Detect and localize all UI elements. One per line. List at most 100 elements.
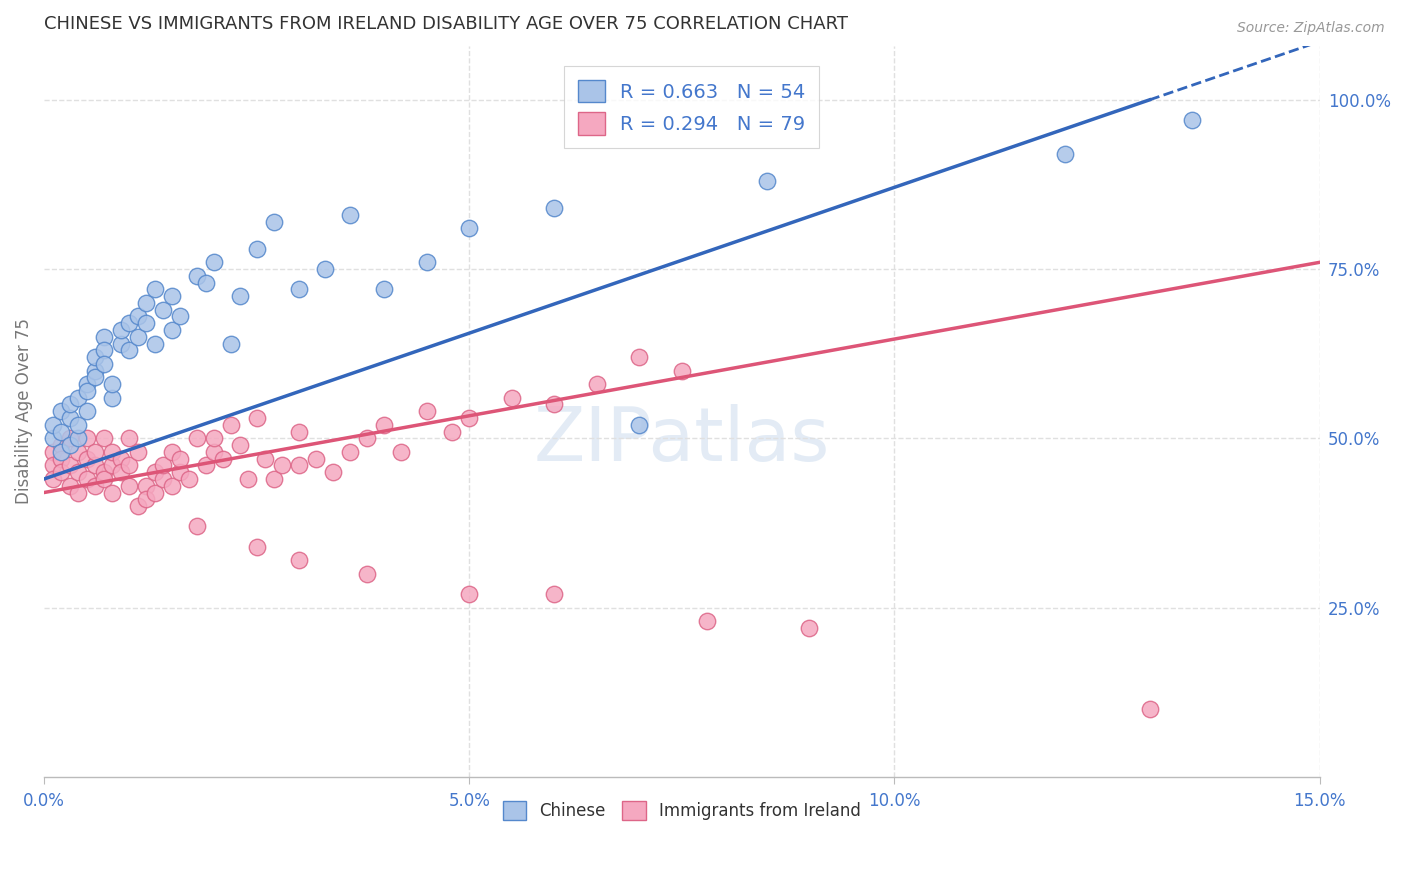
Point xyxy=(373,417,395,432)
Point xyxy=(1053,147,1076,161)
Point xyxy=(389,445,412,459)
Point xyxy=(67,465,90,479)
Point xyxy=(543,587,565,601)
Point xyxy=(93,330,115,344)
Point xyxy=(416,255,439,269)
Point xyxy=(143,465,166,479)
Point xyxy=(696,614,718,628)
Point xyxy=(339,445,361,459)
Point xyxy=(186,268,208,283)
Point xyxy=(202,431,225,445)
Point xyxy=(84,479,107,493)
Point xyxy=(228,438,250,452)
Point xyxy=(76,384,98,398)
Point xyxy=(93,465,115,479)
Point xyxy=(76,431,98,445)
Point xyxy=(263,472,285,486)
Point xyxy=(628,350,651,364)
Point xyxy=(152,302,174,317)
Point xyxy=(118,458,141,473)
Point xyxy=(160,323,183,337)
Point xyxy=(59,397,82,411)
Point xyxy=(228,289,250,303)
Point xyxy=(135,492,157,507)
Point xyxy=(501,391,523,405)
Point xyxy=(799,621,821,635)
Point xyxy=(246,411,269,425)
Point xyxy=(41,458,63,473)
Point xyxy=(322,465,344,479)
Point xyxy=(152,458,174,473)
Point xyxy=(76,451,98,466)
Point xyxy=(84,350,107,364)
Point xyxy=(1181,113,1204,128)
Point xyxy=(84,458,107,473)
Point xyxy=(110,451,132,466)
Point xyxy=(135,316,157,330)
Point xyxy=(628,417,651,432)
Point xyxy=(135,296,157,310)
Point xyxy=(135,479,157,493)
Point xyxy=(458,221,481,235)
Point xyxy=(49,445,72,459)
Point xyxy=(118,316,141,330)
Point xyxy=(169,310,191,324)
Point xyxy=(101,485,124,500)
Point xyxy=(339,208,361,222)
Point xyxy=(288,282,311,296)
Point xyxy=(263,215,285,229)
Point xyxy=(288,553,311,567)
Point xyxy=(49,451,72,466)
Point xyxy=(458,587,481,601)
Text: Source: ZipAtlas.com: Source: ZipAtlas.com xyxy=(1237,21,1385,35)
Point xyxy=(41,417,63,432)
Point xyxy=(288,425,311,439)
Point xyxy=(84,364,107,378)
Point xyxy=(41,472,63,486)
Point xyxy=(84,445,107,459)
Point xyxy=(110,336,132,351)
Point xyxy=(177,472,200,486)
Point xyxy=(67,445,90,459)
Point xyxy=(143,282,166,296)
Point xyxy=(101,377,124,392)
Text: ZIPatlas: ZIPatlas xyxy=(534,404,830,477)
Point xyxy=(169,465,191,479)
Point xyxy=(254,451,277,466)
Point xyxy=(67,485,90,500)
Point xyxy=(211,451,233,466)
Point xyxy=(49,438,72,452)
Point xyxy=(118,479,141,493)
Point xyxy=(59,479,82,493)
Point xyxy=(160,445,183,459)
Legend: Chinese, Immigrants from Ireland: Chinese, Immigrants from Ireland xyxy=(496,795,868,827)
Point xyxy=(118,431,141,445)
Point xyxy=(755,174,778,188)
Point xyxy=(373,282,395,296)
Point xyxy=(49,404,72,418)
Point xyxy=(194,276,217,290)
Point xyxy=(288,458,311,473)
Point xyxy=(543,397,565,411)
Point xyxy=(76,377,98,392)
Point xyxy=(127,445,149,459)
Point xyxy=(356,431,378,445)
Point xyxy=(246,242,269,256)
Point xyxy=(160,289,183,303)
Point xyxy=(671,364,693,378)
Point xyxy=(67,391,90,405)
Point xyxy=(118,343,141,358)
Point xyxy=(59,431,82,445)
Point xyxy=(416,404,439,418)
Point xyxy=(101,445,124,459)
Point xyxy=(76,472,98,486)
Point xyxy=(238,472,260,486)
Point xyxy=(143,485,166,500)
Point xyxy=(67,417,90,432)
Point xyxy=(305,451,328,466)
Point xyxy=(49,465,72,479)
Point xyxy=(101,458,124,473)
Point xyxy=(93,431,115,445)
Point xyxy=(202,255,225,269)
Point xyxy=(186,519,208,533)
